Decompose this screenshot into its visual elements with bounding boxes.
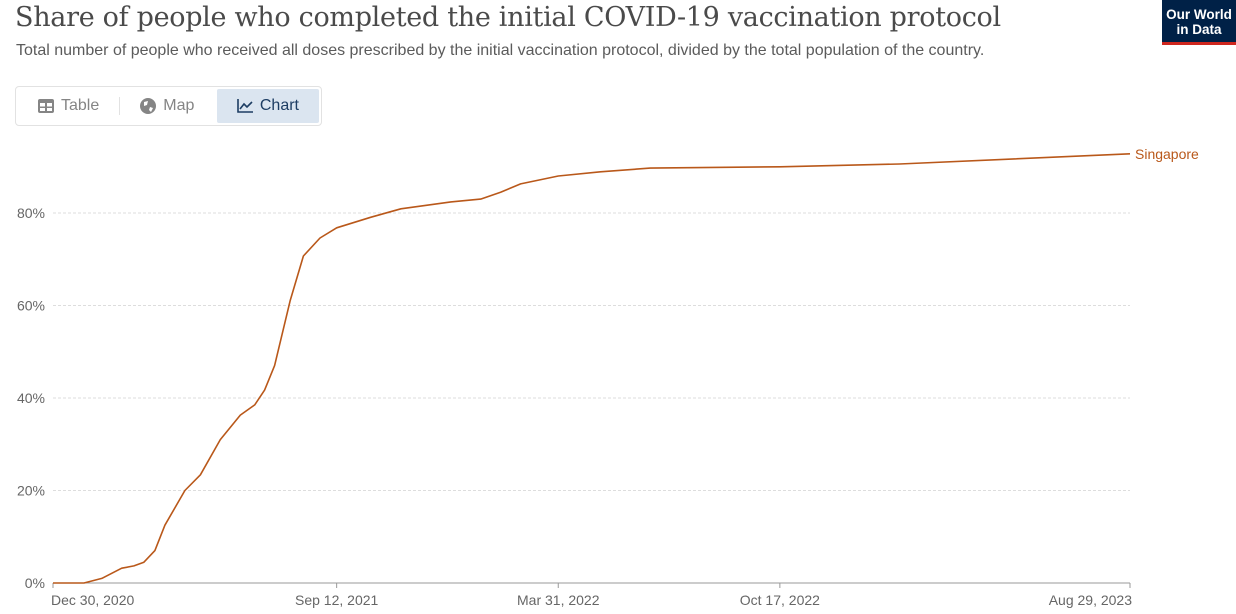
series-label: Singapore [1135,146,1199,162]
x-tick-label: Oct 17, 2022 [740,592,820,608]
x-tick-label: Dec 30, 2020 [51,592,134,608]
line-chart: 0% 20% 40% 60% 80% Dec 30, 2020 Sep 12, 2021 Ma… [17,146,1199,608]
chart-subtitle: Total number of people who received all … [16,42,985,59]
tab-label: Chart [259,97,299,114]
x-tick-label: Sep 12, 2021 [295,592,379,608]
globe-icon [140,98,157,114]
tab-label: Map [163,97,195,114]
view-tabs: Table Map Chart [15,86,322,126]
tab-table[interactable]: Table [18,89,119,123]
tab-map[interactable]: Map [120,89,214,123]
line-chart-icon [237,99,253,113]
y-tick-label: 40% [17,390,45,406]
divider [119,97,121,115]
x-tick-label: Mar 31, 2022 [517,592,600,608]
tab-chart[interactable]: Chart [216,89,319,123]
table-icon [38,99,54,113]
y-tick-label: 20% [17,483,45,499]
tab-label: Table [61,97,100,114]
owid-logo[interactable]: Our World in Data [1162,0,1236,45]
y-tick-label: 60% [17,298,45,314]
y-tick-label: 0% [25,575,45,591]
series-line-singapore [53,153,1131,584]
y-tick-label: 80% [17,205,45,221]
chart-title: Share of people who completed the initia… [15,2,1001,33]
x-tick-label: Aug 29, 2023 [1049,592,1133,608]
